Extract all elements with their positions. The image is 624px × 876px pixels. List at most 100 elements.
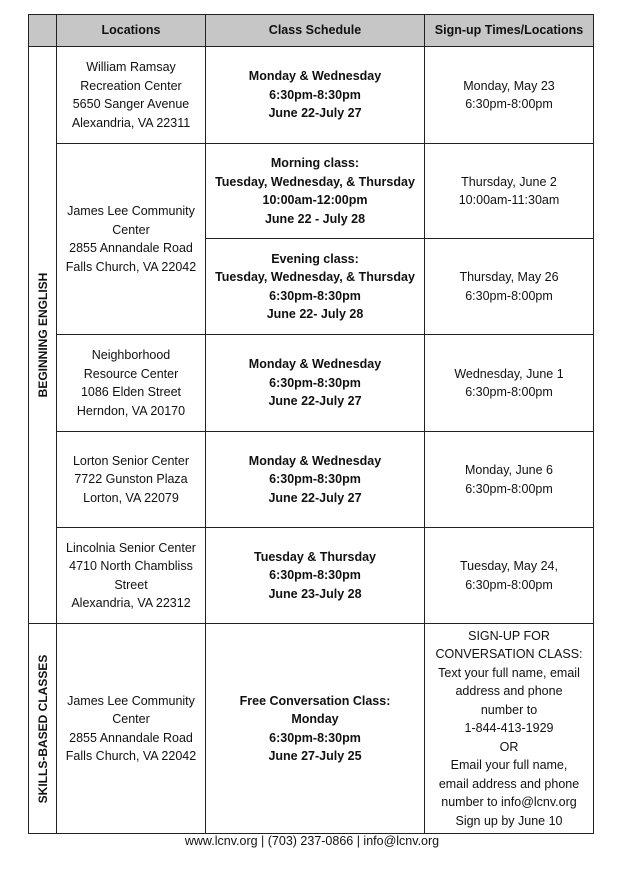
- location-cell: Neighborhood Resource Center 1086 Elden St…: [56, 334, 206, 432]
- schedule-line: 6:30pm-8:30pm: [269, 730, 361, 745]
- schedule-line: Morning class:: [270, 156, 360, 170]
- location-line: Neighborhood: [91, 348, 171, 362]
- location-line: 2855 Annandale Road: [69, 241, 193, 255]
- signup-line: 6:30pm-8:00pm: [465, 481, 553, 496]
- schedule-line: 6:30pm-8:30pm: [269, 87, 361, 102]
- location-line: William Ramsay: [86, 60, 176, 74]
- signup-line: number to info@lcnv.org: [441, 795, 577, 810]
- schedule-line: Tuesday, Wednesday, & Thursday: [215, 174, 415, 189]
- location-line: Recreation Center: [80, 78, 182, 93]
- signup-line: Wednesday, June 1: [454, 366, 564, 381]
- signup-line: Sign up by June 10: [455, 813, 563, 828]
- signup-line: Thursday, May 26: [459, 270, 559, 284]
- signup-line: Tuesday, May 24,: [460, 559, 558, 573]
- header-locations: Locations: [56, 14, 206, 47]
- header-schedule: Class Schedule: [205, 14, 425, 47]
- schedule-cell: Tuesday & Thursday 6:30pm-8:30pm June 23-J…: [205, 527, 425, 624]
- schedule-cell: Evening class: Tuesday, Wednesday, & Thur…: [205, 238, 425, 335]
- table-row: SKILLS-BASED CLASSES James Lee Community…: [28, 623, 594, 834]
- location-line: Alexandria, VA 22312: [71, 596, 191, 610]
- schedule-line: Monday & Wednesday: [248, 69, 382, 84]
- signup-line: SIGN-UP FOR: [468, 628, 550, 643]
- schedule-line: Monday: [291, 712, 339, 726]
- header-signup: Sign-up Times/Locations: [424, 14, 594, 47]
- schedule-line: 6:30pm-8:30pm: [269, 375, 361, 390]
- location-line: Center: [112, 712, 150, 726]
- schedule-line: 6:30pm-8:30pm: [269, 472, 361, 487]
- schedule-line: Free Conversation Class:: [239, 693, 391, 708]
- footer-contact: www.lcnv.org | (703) 237-0866 | info@lcn…: [184, 834, 440, 848]
- location-cell: James Lee Community Center 2855 Annandale …: [56, 143, 206, 335]
- signup-line: Thursday, June 2: [461, 174, 557, 189]
- schedule-line: June 22-July 27: [268, 106, 362, 121]
- location-cell: James Lee Community Center 2855 Annandale …: [56, 623, 206, 834]
- class-schedule-table: Locations Class Schedule Sign-up Times/L…: [28, 14, 594, 834]
- signup-cell: Thursday, June 2 10:00am-11:30am: [424, 143, 594, 239]
- signup-line: 10:00am-11:30am: [458, 193, 560, 207]
- signup-line: number to: [480, 702, 538, 717]
- location-line: 5650 Sanger Avenue: [72, 97, 190, 111]
- signup-line: Text your full name, email: [438, 665, 580, 680]
- signup-line: address and phone: [455, 684, 563, 699]
- signup-cell: SIGN-UP FOR CONVERSATION CLASS: Text your …: [424, 623, 594, 834]
- signup-cell: Thursday, May 26 6:30pm-8:00pm: [424, 238, 594, 335]
- signup-cell: Tuesday, May 24, 6:30pm-8:00pm: [424, 527, 594, 624]
- table-row: Lincolnia Senior Center 4710 North Chambl…: [29, 527, 594, 624]
- schedule-line: Monday & Wednesday: [248, 453, 382, 468]
- schedule-line: June 27-July 25: [268, 749, 362, 763]
- schedule-cell: Monday & Wednesday 6:30pm-8:30pm June 22-J…: [205, 46, 425, 144]
- signup-cell: Monday, May 23 6:30pm-8:00pm: [424, 46, 594, 144]
- location-line: 1086 Elden Street: [80, 385, 182, 399]
- table-row: BEGINNING ENGLISH William Ramsay Recreati…: [28, 46, 594, 624]
- signup-line: Monday, June 6: [464, 463, 554, 477]
- location-line: Herndon, VA 20170: [76, 403, 186, 418]
- signup-line: 6:30pm-8:00pm: [465, 97, 553, 111]
- signup-line: email address and phone: [438, 776, 580, 791]
- schedule-cell: Monday & Wednesday 6:30pm-8:30pm June 22-J…: [205, 431, 425, 528]
- schedule-line: June 22 - July 28: [264, 211, 366, 226]
- schedule-line: Tuesday & Thursday: [253, 549, 377, 564]
- schedule-line: 6:30pm-8:30pm: [269, 568, 361, 583]
- signup-line: CONVERSATION CLASS:: [435, 647, 583, 662]
- schedule-line: Tuesday, Wednesday, & Thursday: [215, 270, 415, 284]
- location-cell: Lincolnia Senior Center 4710 North Chambl…: [56, 527, 206, 624]
- location-line: Falls Church, VA 22042: [65, 749, 197, 763]
- location-line: James Lee Community: [67, 204, 195, 218]
- location-line: Alexandria, VA 22311: [71, 115, 191, 130]
- location-line: Lorton, VA 22079: [83, 490, 179, 505]
- table-row: Evening class: Tuesday, Wednesday, & Thur…: [29, 238, 594, 335]
- location-line: 7722 Gunston Plaza: [74, 472, 188, 487]
- signup-line: Monday, May 23: [463, 78, 555, 93]
- location-line: Street: [114, 577, 148, 592]
- header-side: [28, 14, 57, 47]
- signup-line: OR: [499, 739, 519, 754]
- location-line: Center: [112, 222, 150, 237]
- signup-cell: Wednesday, June 1 6:30pm-8:00pm: [424, 334, 594, 432]
- schedule-line: Evening class:: [271, 251, 359, 266]
- location-line: 4710 North Chambliss: [69, 559, 193, 573]
- section-beginning-english: BEGINNING ENGLISH: [28, 46, 57, 624]
- location-line: Lorton Senior Center: [72, 453, 190, 468]
- table-row: James Lee Community Center 2855 Annandale …: [29, 143, 594, 335]
- signup-line: 6:30pm-8:00pm: [465, 577, 553, 592]
- location-cell: William Ramsay Recreation Center 5650 Sang…: [56, 46, 206, 144]
- schedule-cell: Free Conversation Class: Monday 6:30pm-8:3…: [205, 623, 425, 834]
- schedule-line: June 23-July 28: [268, 586, 362, 601]
- section-skills-based: SKILLS-BASED CLASSES: [28, 623, 57, 834]
- location-line: Falls Church, VA 22042: [65, 259, 197, 274]
- signup-cell: Monday, June 6 6:30pm-8:00pm: [424, 431, 594, 528]
- signup-line: 1-844-413-1929: [464, 721, 554, 736]
- location-cell: Lorton Senior Center 7722 Gunston Plaza Lo…: [56, 431, 206, 528]
- schedule-cell: Morning class: Tuesday, Wednesday, & Thur…: [205, 143, 425, 239]
- schedule-line: 10:00am-12:00pm: [262, 193, 368, 207]
- table-row: Neighborhood Resource Center 1086 Elden St…: [29, 334, 594, 432]
- schedule-cell: Monday & Wednesday 6:30pm-8:30pm June 22-J…: [205, 334, 425, 432]
- signup-line: 6:30pm-8:00pm: [465, 288, 553, 303]
- signup-line: Email your full name,: [450, 758, 568, 773]
- section-label: BEGINNING ENGLISH: [35, 272, 50, 398]
- schedule-line: June 22- July 28: [266, 307, 364, 321]
- schedule-line: June 22-July 27: [268, 394, 362, 409]
- schedule-line: June 22-July 27: [268, 490, 362, 505]
- location-line: Resource Center: [83, 366, 179, 381]
- header-row: Locations Class Schedule Sign-up Times/L…: [28, 14, 594, 47]
